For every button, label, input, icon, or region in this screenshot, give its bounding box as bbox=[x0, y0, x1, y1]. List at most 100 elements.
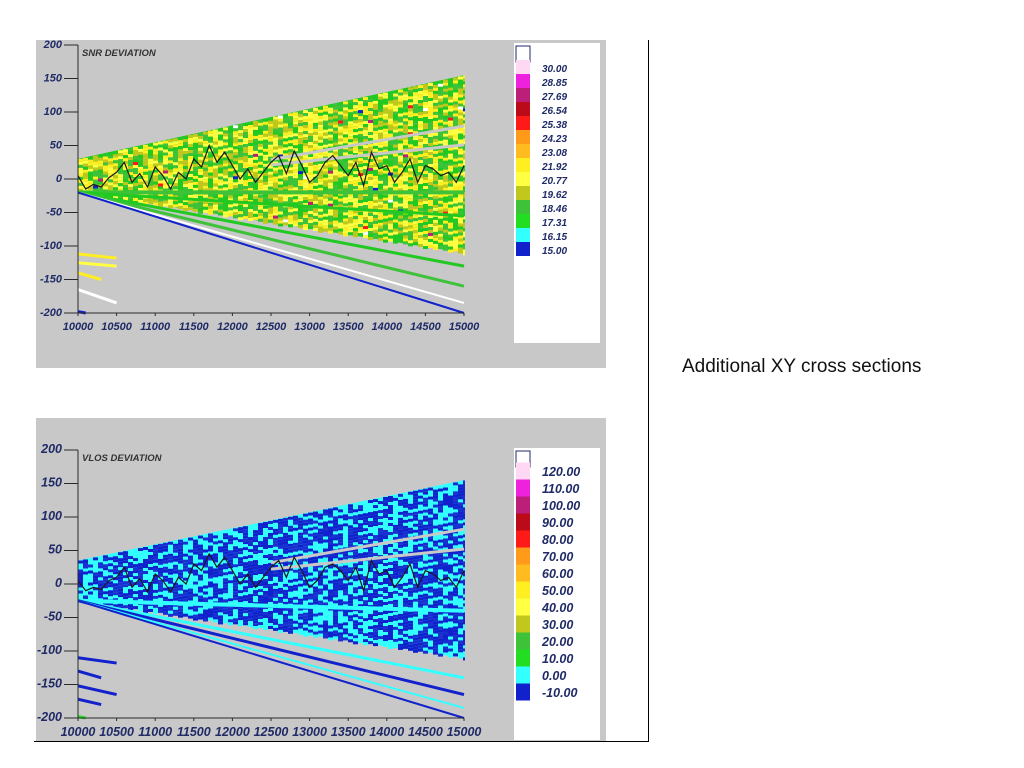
fan-cell bbox=[193, 175, 198, 179]
fan-cell bbox=[223, 166, 228, 170]
fan-cell bbox=[293, 118, 298, 122]
fan-cell bbox=[278, 554, 283, 558]
fan-cell bbox=[233, 558, 238, 562]
fan-cell bbox=[248, 185, 253, 188]
fan-cell bbox=[343, 149, 348, 153]
fan-cell bbox=[328, 634, 333, 638]
fan-cell bbox=[283, 628, 288, 632]
fan-cell bbox=[128, 166, 133, 170]
fan-cell bbox=[153, 169, 158, 173]
fan-cell bbox=[308, 223, 313, 226]
fan-cell bbox=[418, 193, 423, 197]
fan-cell bbox=[438, 170, 443, 174]
fan-cell bbox=[118, 594, 123, 598]
fan-cell bbox=[163, 548, 168, 552]
fan-cell bbox=[433, 147, 438, 151]
fan-cell bbox=[203, 612, 208, 616]
fan-cell bbox=[448, 93, 453, 97]
fan-cell bbox=[393, 581, 398, 585]
fan-cell bbox=[233, 561, 238, 565]
fan-cell bbox=[358, 520, 363, 524]
fan-cell bbox=[453, 194, 458, 198]
fan-cell bbox=[223, 127, 228, 131]
fan-cell bbox=[383, 626, 388, 629]
fan-cell bbox=[283, 150, 288, 154]
fan-cell bbox=[343, 508, 348, 512]
fan-cell bbox=[123, 590, 128, 594]
fan-cell bbox=[368, 632, 373, 636]
fan-cell bbox=[333, 112, 338, 116]
fan-cell bbox=[263, 175, 268, 179]
fan-cell bbox=[323, 177, 328, 181]
fan-cell bbox=[398, 113, 403, 117]
fan-cell bbox=[248, 609, 253, 613]
fan-cell bbox=[233, 555, 238, 559]
fan-cell bbox=[243, 556, 248, 560]
fan-cell bbox=[338, 581, 343, 585]
fan-cell bbox=[423, 207, 428, 210]
fan-cell bbox=[363, 163, 368, 167]
fan-cell bbox=[323, 171, 328, 175]
fan-cell bbox=[438, 236, 443, 240]
fan-cell bbox=[268, 204, 273, 208]
fan-cell bbox=[453, 161, 458, 165]
fan-cell bbox=[288, 173, 293, 177]
fan-cell bbox=[138, 178, 143, 182]
fan-cell bbox=[323, 548, 328, 552]
fan-cell bbox=[328, 532, 333, 536]
fan-cell bbox=[323, 566, 328, 570]
fan-cell bbox=[258, 146, 263, 150]
fan-cell bbox=[108, 554, 113, 558]
fan-cell bbox=[188, 549, 193, 553]
fan-cell bbox=[183, 202, 188, 206]
fan-cell bbox=[358, 179, 363, 183]
fan-cell bbox=[323, 602, 328, 606]
fan-cell bbox=[153, 187, 158, 191]
fan-cell bbox=[378, 204, 383, 208]
fan-cell bbox=[433, 237, 438, 241]
fan-cell bbox=[123, 185, 128, 189]
fan-cell bbox=[368, 587, 373, 591]
fan-cell bbox=[348, 106, 353, 110]
fan-cell bbox=[378, 531, 383, 535]
fan-cell bbox=[433, 180, 438, 184]
fan-cell bbox=[363, 522, 368, 526]
fan-cell bbox=[288, 597, 293, 601]
fan-cell bbox=[78, 596, 83, 600]
fan-cell bbox=[103, 171, 108, 175]
fan-cell bbox=[298, 610, 303, 614]
fan-cell bbox=[148, 546, 153, 549]
fan-cell bbox=[338, 171, 343, 175]
fan-cell bbox=[258, 194, 263, 198]
fan-cell bbox=[238, 614, 243, 618]
colorbar-swatch bbox=[516, 60, 530, 74]
fan-cell bbox=[218, 188, 223, 192]
fan-cell bbox=[358, 604, 363, 608]
fan-cell bbox=[233, 585, 238, 589]
fan-cell bbox=[238, 217, 243, 221]
fan-cell bbox=[433, 240, 438, 244]
fan-cell bbox=[443, 217, 448, 221]
fan-cell bbox=[383, 146, 388, 150]
fan-cell bbox=[253, 207, 258, 211]
fan-cell bbox=[198, 562, 203, 566]
fan-cell bbox=[378, 549, 383, 553]
fan-cell bbox=[208, 181, 213, 185]
fan-cell bbox=[213, 613, 218, 617]
fan-cell bbox=[363, 630, 368, 634]
fan-cell bbox=[298, 201, 303, 205]
fan-cell bbox=[93, 158, 98, 162]
fan-cell bbox=[348, 615, 353, 619]
fan-cell bbox=[303, 540, 308, 544]
fan-cell bbox=[378, 222, 383, 226]
fan-cell bbox=[213, 129, 218, 133]
fan-cell bbox=[263, 196, 268, 200]
fan-cell bbox=[198, 616, 203, 620]
fan-cell bbox=[348, 232, 353, 236]
fan-cell bbox=[313, 583, 318, 587]
fan-cell bbox=[408, 243, 413, 247]
fan-cell bbox=[183, 598, 188, 602]
fan-cell bbox=[268, 210, 273, 214]
fan-cell bbox=[403, 226, 408, 230]
fan-cell bbox=[178, 578, 183, 582]
